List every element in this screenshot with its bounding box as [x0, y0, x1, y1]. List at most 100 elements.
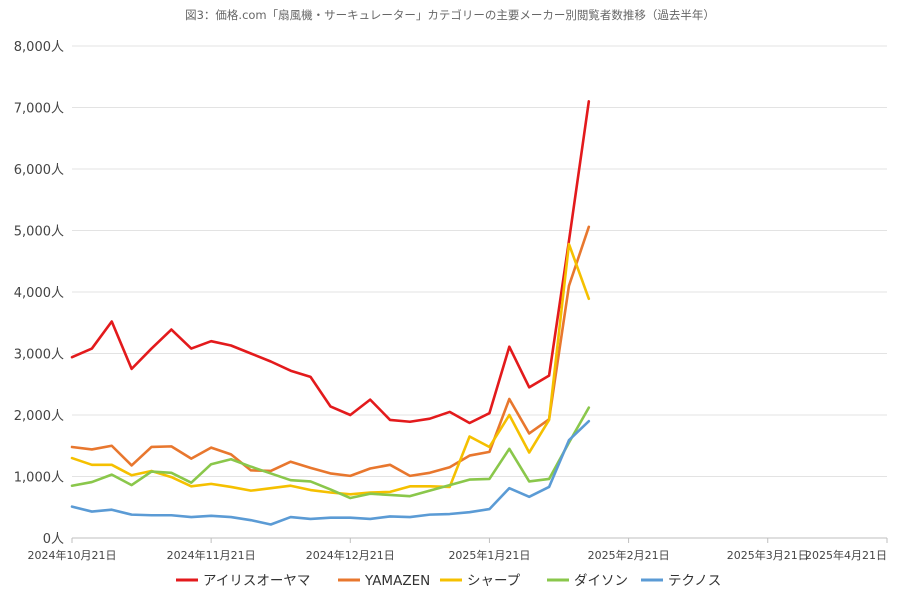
data-point: [70, 445, 74, 449]
data-point: [189, 456, 193, 460]
data-point: [308, 479, 312, 483]
y-tick-label: 7,000人: [14, 102, 64, 117]
data-point: [408, 420, 412, 424]
data-point: [328, 487, 332, 491]
data-point: [169, 444, 173, 448]
y-tick-label: 2,000人: [14, 409, 64, 424]
data-point: [288, 460, 292, 464]
grid-lines: [72, 45, 887, 539]
legend-item: YAMAZEN: [338, 573, 430, 589]
legend-item: テクノス: [641, 573, 721, 589]
data-point: [507, 447, 511, 451]
data-point: [527, 479, 531, 483]
data-point: [269, 359, 273, 363]
data-point: [308, 375, 312, 379]
data-point: [447, 410, 451, 414]
data-point: [467, 510, 471, 514]
data-point: [467, 453, 471, 457]
data-point: [428, 416, 432, 420]
plot-area: [70, 100, 591, 526]
data-point: [408, 494, 412, 498]
data-point: [527, 450, 531, 454]
y-tick-label: 4,000人: [14, 286, 64, 301]
data-point: [110, 463, 114, 467]
data-point: [567, 284, 571, 288]
data-point: [408, 484, 412, 488]
data-point: [308, 488, 312, 492]
x-axis: 2024年10月21日 2024年11月21日 2024年12月21日 2025年1月…: [28, 538, 888, 562]
data-point: [129, 483, 133, 487]
data-point: [209, 445, 213, 449]
data-point: [288, 478, 292, 482]
data-point: [447, 465, 451, 469]
series-0: [70, 100, 591, 425]
data-point: [467, 421, 471, 425]
data-point: [209, 514, 213, 518]
data-point: [368, 466, 372, 470]
data-point: [288, 484, 292, 488]
data-point: [229, 452, 233, 456]
data-point: [249, 351, 253, 355]
data-point: [388, 514, 392, 518]
legend: アイリスオーヤマ YAMAZEN シャープ ダイソン テクノス: [176, 573, 721, 589]
series-line: [70, 242, 591, 496]
data-point: [348, 413, 352, 417]
data-point: [229, 515, 233, 519]
data-point: [408, 515, 412, 519]
data-point: [467, 477, 471, 481]
data-point: [487, 507, 491, 511]
data-point: [209, 339, 213, 343]
data-point: [447, 483, 451, 487]
data-point: [567, 438, 571, 442]
data-point: [308, 466, 312, 470]
data-point: [90, 509, 94, 513]
data-point: [547, 485, 551, 489]
data-point: [587, 225, 591, 229]
legend-item: シャープ: [440, 573, 521, 589]
x-tick-label: 2024年11月21日: [167, 548, 256, 562]
legend-item: ダイソン: [547, 573, 628, 589]
data-point: [169, 471, 173, 475]
data-point: [149, 469, 153, 473]
data-point: [388, 418, 392, 422]
data-point: [507, 397, 511, 401]
data-point: [308, 517, 312, 521]
data-point: [110, 444, 114, 448]
data-point: [348, 496, 352, 500]
data-point: [90, 480, 94, 484]
data-point: [70, 456, 74, 460]
series-line: [70, 100, 591, 425]
data-point: [467, 434, 471, 438]
y-tick-label: 3,000人: [14, 348, 64, 363]
data-point: [288, 515, 292, 519]
x-tick-label: 2024年12月21日: [306, 548, 395, 562]
data-point: [487, 411, 491, 415]
data-point: [368, 397, 372, 401]
data-point: [567, 242, 571, 246]
legend-item: アイリスオーヤマ: [176, 573, 310, 589]
data-point: [169, 327, 173, 331]
data-point: [348, 474, 352, 478]
data-point: [249, 488, 253, 492]
legend-label: ダイソン: [574, 573, 628, 589]
data-point: [149, 445, 153, 449]
chart-title: 図3：価格.com「扇風機・サーキュレーター」カテゴリーの主要メーカー別閲覧者数…: [185, 8, 715, 22]
data-point: [70, 484, 74, 488]
data-point: [348, 516, 352, 520]
data-point: [388, 463, 392, 467]
data-point: [527, 385, 531, 389]
series-line: [70, 225, 591, 478]
data-point: [428, 484, 432, 488]
data-point: [70, 504, 74, 508]
data-point: [110, 508, 114, 512]
x-tick-label: 2025年4月21日: [805, 548, 887, 562]
y-tick-label: 8,000人: [14, 40, 64, 55]
data-point: [229, 343, 233, 347]
series-line: [70, 419, 591, 526]
data-point: [169, 475, 173, 479]
legend-label: YAMAZEN: [364, 573, 430, 589]
data-point: [129, 367, 133, 371]
data-point: [249, 518, 253, 522]
data-point: [209, 482, 213, 486]
data-point: [507, 413, 511, 417]
